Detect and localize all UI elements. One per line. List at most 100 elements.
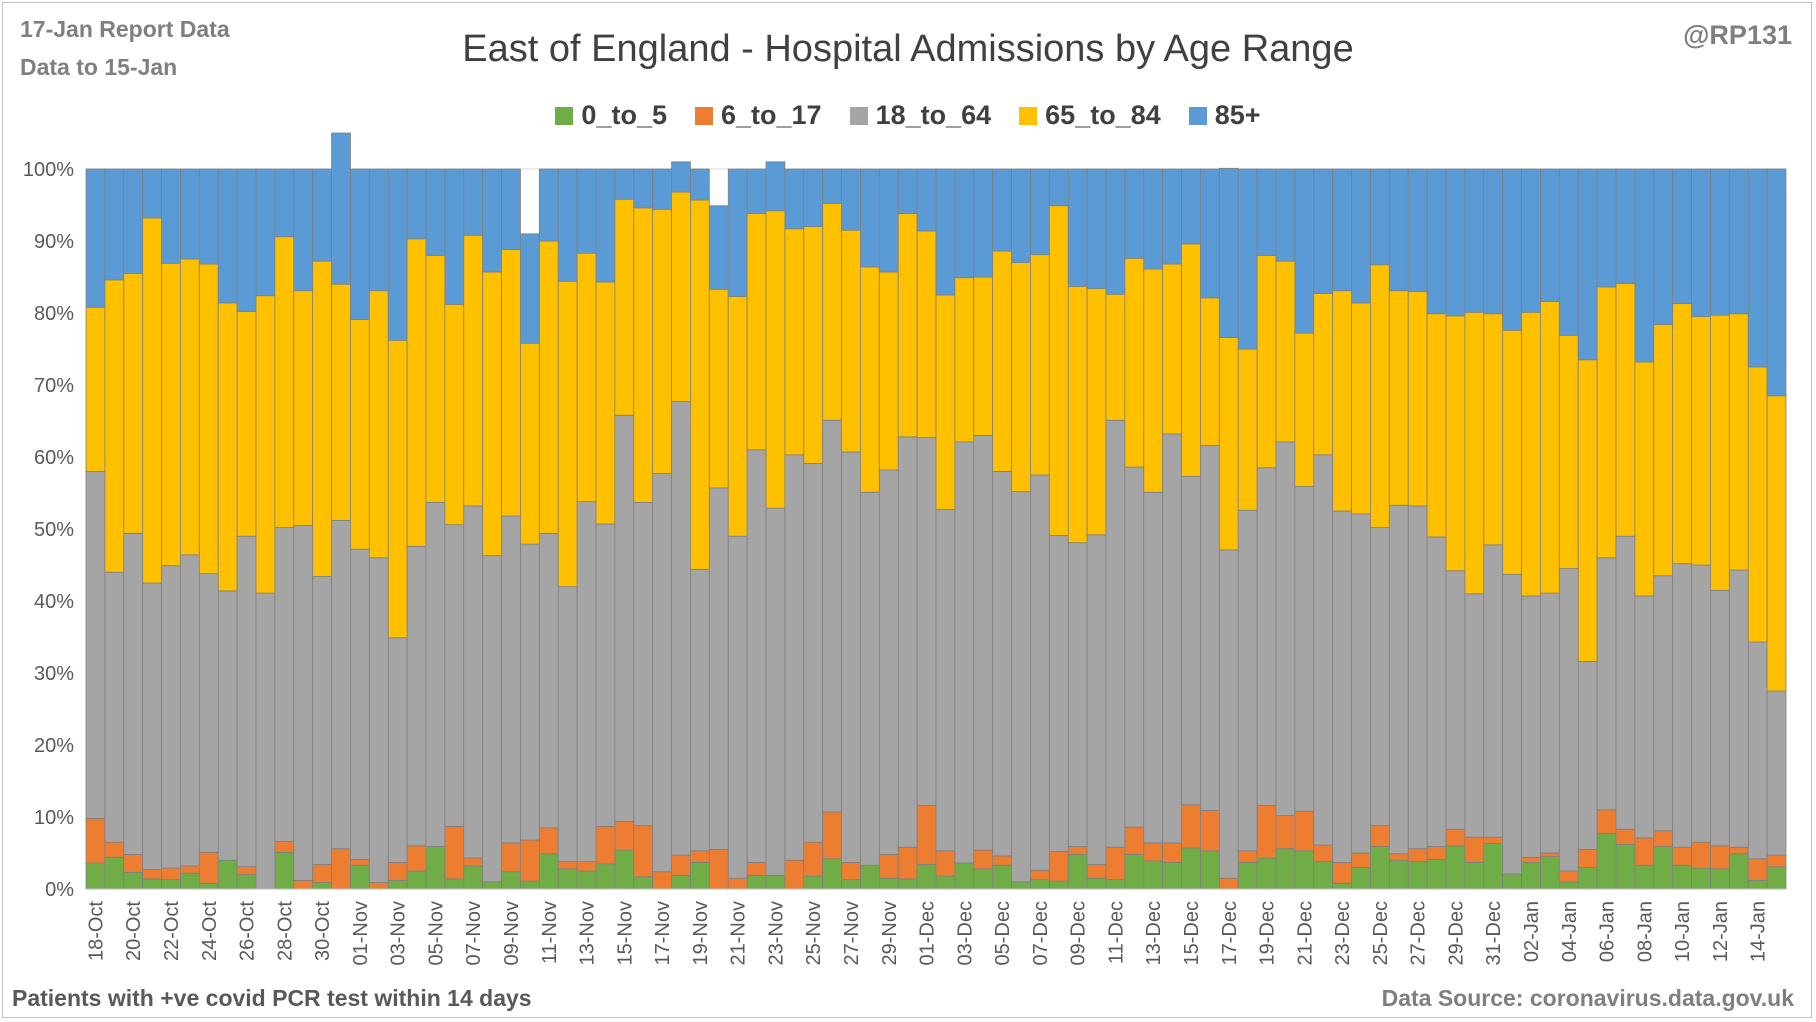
x-tick-label: 25-Dec: [1370, 901, 1392, 965]
bar-segment-85+: [1634, 168, 1655, 363]
bar-segment-0_to_5: [1181, 847, 1201, 890]
bar-segment-6_to_17: [614, 820, 635, 851]
bar-segment-6_to_17: [1181, 804, 1201, 849]
y-tick-label: 20%: [34, 735, 74, 757]
bar-segment-18_to_64: [860, 491, 880, 866]
bar-segment-65_to_84: [1294, 332, 1315, 487]
x-tick-label: 13-Dec: [1143, 901, 1165, 965]
bar-segment-0_to_5: [1577, 867, 1598, 890]
bar-segment-0_to_5: [1388, 859, 1409, 890]
bar-segment-6_to_17: [1615, 828, 1636, 845]
bar-segment-18_to_64: [1426, 536, 1447, 847]
bar-segment-0_to_5: [217, 859, 238, 890]
bar-segment-6_to_17: [973, 849, 994, 870]
bar-segment-0_to_5: [841, 879, 861, 890]
bar-segment-18_to_64: [1332, 510, 1352, 863]
bar-segment-65_to_84: [1672, 303, 1692, 564]
bar-segment-65_to_84: [1558, 334, 1579, 570]
bar-segment-65_to_84: [860, 266, 880, 493]
bar-segment-0_to_5: [1558, 881, 1579, 890]
bar-segment-6_to_17: [1086, 864, 1107, 879]
bar-segment-65_to_84: [671, 191, 691, 402]
bar-segment-6_to_17: [520, 839, 540, 882]
bar-segment-0_to_5: [1634, 864, 1655, 890]
bar-segment-6_to_17: [727, 877, 748, 890]
footnote: Patients with +ve covid PCR test within …: [12, 985, 532, 1011]
bar-segment-6_to_17: [1388, 853, 1409, 861]
bar-segment-0_to_5: [482, 881, 502, 890]
x-tick-label: 19-Nov: [690, 901, 712, 965]
bar-segment-0_to_5: [633, 876, 654, 890]
data-range-label: Data to 15-Jan: [20, 54, 178, 80]
bar-segment-6_to_17: [1332, 861, 1352, 884]
bar-segment-65_to_84: [1615, 283, 1636, 537]
legend-item: 65_to_84: [1019, 100, 1161, 131]
bar-segment-18_to_64: [1728, 569, 1749, 848]
bar-segment-85+: [255, 168, 276, 297]
bar-segment-85+: [104, 168, 125, 281]
bar-segment-85+: [406, 168, 427, 240]
x-tick-label: 04-Jan: [1559, 901, 1581, 962]
legend-item: 85+: [1188, 100, 1261, 131]
x-tick-label: 23-Dec: [1332, 901, 1354, 965]
bar-segment-85+: [1067, 168, 1088, 287]
bar-segment-65_to_84: [425, 254, 446, 503]
bar-segment-65_to_84: [1407, 290, 1428, 507]
bar-segment-65_to_84: [1710, 314, 1730, 591]
bar-segment-65_to_84: [1105, 293, 1126, 421]
bar-segment-0_to_5: [557, 868, 578, 890]
bar-segment-65_to_84: [954, 277, 975, 443]
bar-segment-0_to_5: [1596, 833, 1617, 890]
bar-segment-6_to_17: [1124, 826, 1145, 855]
legend-item: 0_to_5: [555, 100, 667, 131]
bar-segment-85+: [1558, 168, 1579, 336]
bar-segment-18_to_64: [1256, 467, 1277, 806]
bar-segment-65_to_84: [690, 199, 710, 570]
bar-segment-0_to_5: [822, 858, 842, 890]
bar-segment-18_to_64: [878, 469, 899, 855]
bar-segment-85+: [387, 168, 408, 341]
bar-segment-18_to_64: [331, 519, 351, 850]
bar-segment-65_to_84: [822, 203, 842, 421]
x-tick-label: 09-Nov: [501, 901, 523, 965]
bar-segment-0_to_5: [1030, 879, 1050, 890]
bar-segment-6_to_17: [274, 841, 295, 853]
bar-segment-85+: [784, 168, 805, 230]
bar-segment-85+: [595, 168, 616, 283]
bar-segment-85+: [1105, 168, 1126, 295]
bar-segment-0_to_5: [425, 846, 446, 890]
bar-segment-6_to_17: [576, 861, 597, 872]
bar-segment-18_to_64: [1521, 595, 1541, 858]
x-tick-label: 28-Oct: [274, 901, 296, 961]
y-tick-label: 40%: [34, 591, 74, 613]
x-tick-label: 05-Nov: [425, 901, 447, 965]
bar-segment-85+: [708, 205, 729, 290]
bar-segment-85+: [1388, 168, 1409, 292]
bar-segment-85+: [1521, 168, 1541, 313]
bar-segment-18_to_64: [1200, 445, 1220, 811]
bar-segment-85+: [727, 168, 748, 297]
bar-segment-6_to_17: [1370, 825, 1390, 847]
bar-segment-65_to_84: [1464, 311, 1485, 595]
bar-segment-0_to_5: [576, 870, 597, 890]
bar-segment-6_to_17: [180, 865, 200, 874]
bar-segment-18_to_64: [501, 515, 521, 844]
bar-segment-0_to_5: [1237, 861, 1258, 890]
bar-segment-18_to_64: [727, 535, 748, 879]
bar-segment-18_to_64: [104, 571, 125, 843]
bar-segment-6_to_17: [1048, 851, 1069, 882]
bar-segment-0_to_5: [1351, 867, 1371, 890]
bar-segment-0_to_5: [1502, 873, 1522, 890]
bar-segment-0_to_5: [1105, 879, 1126, 890]
bar-segment-18_to_64: [1445, 570, 1466, 830]
legend-item: 6_to_17: [694, 100, 822, 131]
bar-segment-85+: [217, 168, 238, 304]
bar-segment-85+: [312, 168, 332, 262]
bar-segment-85+: [1710, 168, 1730, 316]
bar-segment-18_to_64: [1011, 491, 1031, 883]
bar-segment-18_to_64: [444, 524, 465, 827]
bar-segment-85+: [822, 168, 842, 204]
bar-segment-18_to_64: [1275, 441, 1296, 816]
bar-segment-0_to_5: [1370, 846, 1390, 890]
bar-segment-85+: [1143, 168, 1164, 270]
